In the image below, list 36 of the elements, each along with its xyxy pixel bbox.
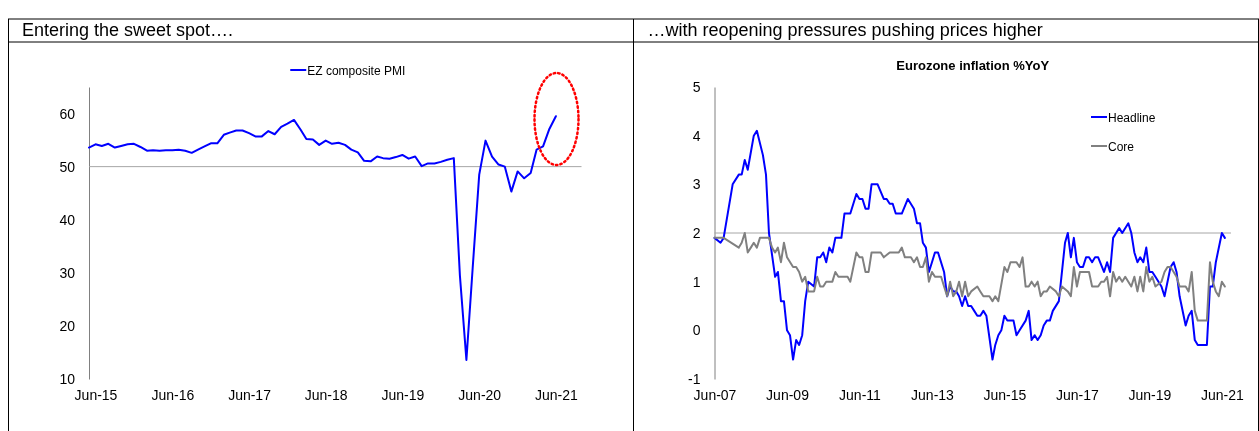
y-tick-label: 2 [692, 224, 701, 241]
legend-label: Core [1108, 139, 1135, 154]
legend-label: Headline [1108, 110, 1156, 125]
x-tick-label: Jun-18 [304, 386, 348, 403]
chart-title: …with reopening pressures pushing prices higher [647, 20, 1043, 40]
x-tick-label: Jun-19 [1128, 386, 1172, 403]
y-tick-label: 60 [59, 105, 76, 122]
x-tick-label: Jun-21 [534, 386, 578, 403]
y-tick-label: 3 [692, 176, 701, 193]
line-series [88, 115, 557, 361]
x-tick-label: Jun-17 [1056, 386, 1100, 403]
y-tick-label: 1 [692, 273, 701, 290]
y-tick-label: 5 [692, 78, 701, 95]
x-tick-label: Jun-17 [228, 386, 272, 403]
y-tick-label: 30 [59, 264, 76, 281]
y-tick-label: 40 [59, 211, 76, 228]
y-tick-label: 10 [59, 370, 76, 387]
x-tick-label: Jun-16 [151, 386, 195, 403]
x-tick-label: Jun-19 [381, 386, 425, 403]
line-series [713, 129, 1226, 361]
y-tick-label: 50 [59, 158, 76, 175]
x-tick-label: Jun-21 [1200, 386, 1244, 403]
y-tick-label: 0 [692, 322, 701, 339]
x-tick-label: Jun-11 [839, 386, 882, 403]
y-tick-label: -1 [688, 370, 701, 387]
legend-label: EZ composite PMI [307, 63, 406, 78]
chart-title: Entering the sweet spot…. [22, 20, 234, 40]
x-tick-label: Jun-15 [74, 386, 118, 403]
x-tick-label: Jun-13 [911, 386, 955, 403]
x-tick-label: Jun-20 [458, 386, 502, 403]
y-tick-label: 4 [692, 127, 701, 144]
x-tick-label: Jun-15 [983, 386, 1027, 403]
chart-subtitle: Eurozone inflation %YoY [896, 58, 1050, 73]
x-tick-label: Jun-07 [693, 386, 737, 403]
x-tick-label: Jun-09 [766, 386, 810, 403]
y-tick-label: 20 [59, 317, 76, 334]
